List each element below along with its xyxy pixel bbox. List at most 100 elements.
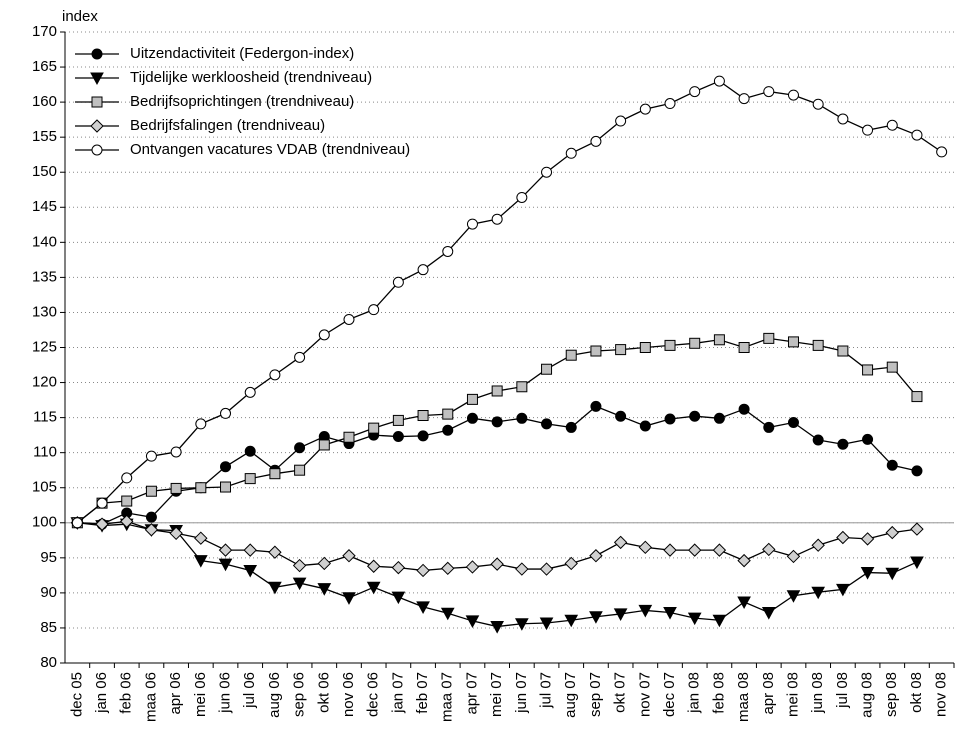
point [466,412,478,424]
point [539,617,554,631]
point [490,557,504,571]
point [318,329,330,341]
x-tick-label: nov 06 [340,672,357,717]
point [368,304,380,316]
x-tick-label: maa 07 [439,672,456,722]
point [269,369,281,381]
point [121,495,133,507]
point [663,607,677,620]
x-tick-label: sep 07 [587,672,604,717]
series [70,514,924,578]
point [145,511,157,523]
x-tick-label: jul 07 [538,672,555,709]
point [145,485,157,497]
point [120,514,134,529]
series [71,75,948,529]
point [663,543,677,557]
y-tick-label: 105 [32,479,57,496]
point [441,561,455,576]
point [317,556,331,571]
point [638,540,653,555]
point [910,556,924,570]
y-tick-label: 85 [40,619,57,636]
legend-label: Bedrijfsoprichtingen (trendniveau) [130,93,354,110]
point [886,119,898,131]
point [491,213,503,225]
point [639,103,651,115]
series [70,517,924,634]
point [294,442,306,454]
point [761,607,776,620]
point [292,558,307,573]
x-tick-label: jun 06 [216,672,233,714]
point [590,400,602,412]
point [144,523,159,537]
point [541,363,553,375]
x-tick-label: jan 07 [389,672,406,714]
x-tick-label: dec 05 [68,672,85,717]
legend-marker [91,96,103,108]
y-tick-label: 110 [33,444,57,461]
point [589,549,603,563]
y-tick-label: 145 [32,198,57,215]
point [615,344,627,356]
point [664,413,676,425]
point [294,464,306,476]
point [218,543,233,557]
point [786,549,801,564]
x-tick-label: apr 06 [167,672,184,715]
point [787,336,799,348]
point [911,391,923,403]
point [169,526,183,541]
point [837,113,849,125]
point [220,461,232,473]
point [689,410,701,422]
point [417,430,429,442]
legend-label: Tijdelijke werkloosheid (trendniveau) [130,69,372,86]
point [590,345,602,357]
y-tick-label: 95 [40,549,57,566]
point [269,468,281,480]
point [71,517,83,529]
point [317,583,332,596]
point [442,408,454,420]
point [194,531,208,545]
point [886,459,898,471]
y-tick-label: 170 [32,23,57,40]
point [516,412,528,424]
point [170,482,182,494]
point [836,530,850,545]
point [145,450,157,462]
legend-label: Uitzendactiviteit (Federgon-index) [130,45,354,62]
x-tick-label: maa 06 [142,672,159,722]
x-tick-label: feb 06 [118,672,135,714]
x-tick-label: aug 06 [266,672,283,718]
point [342,592,356,605]
point [244,473,256,485]
series [71,400,923,530]
point [664,98,676,110]
point [911,129,923,141]
point [515,562,529,576]
point [885,525,899,540]
point [837,438,849,450]
point [564,614,579,628]
point [392,276,404,288]
point [366,581,381,595]
point [911,465,923,477]
point [738,93,750,105]
x-tick-label: mei 08 [784,672,801,717]
point [392,414,404,426]
x-tick-label: mei 07 [488,672,505,717]
point [466,218,478,230]
point [738,403,750,415]
point [292,577,307,591]
point [490,621,504,634]
point [836,583,850,597]
point [713,334,725,346]
point [342,549,356,563]
point [440,607,455,621]
point [613,535,628,550]
point [763,332,775,344]
point [712,614,727,628]
